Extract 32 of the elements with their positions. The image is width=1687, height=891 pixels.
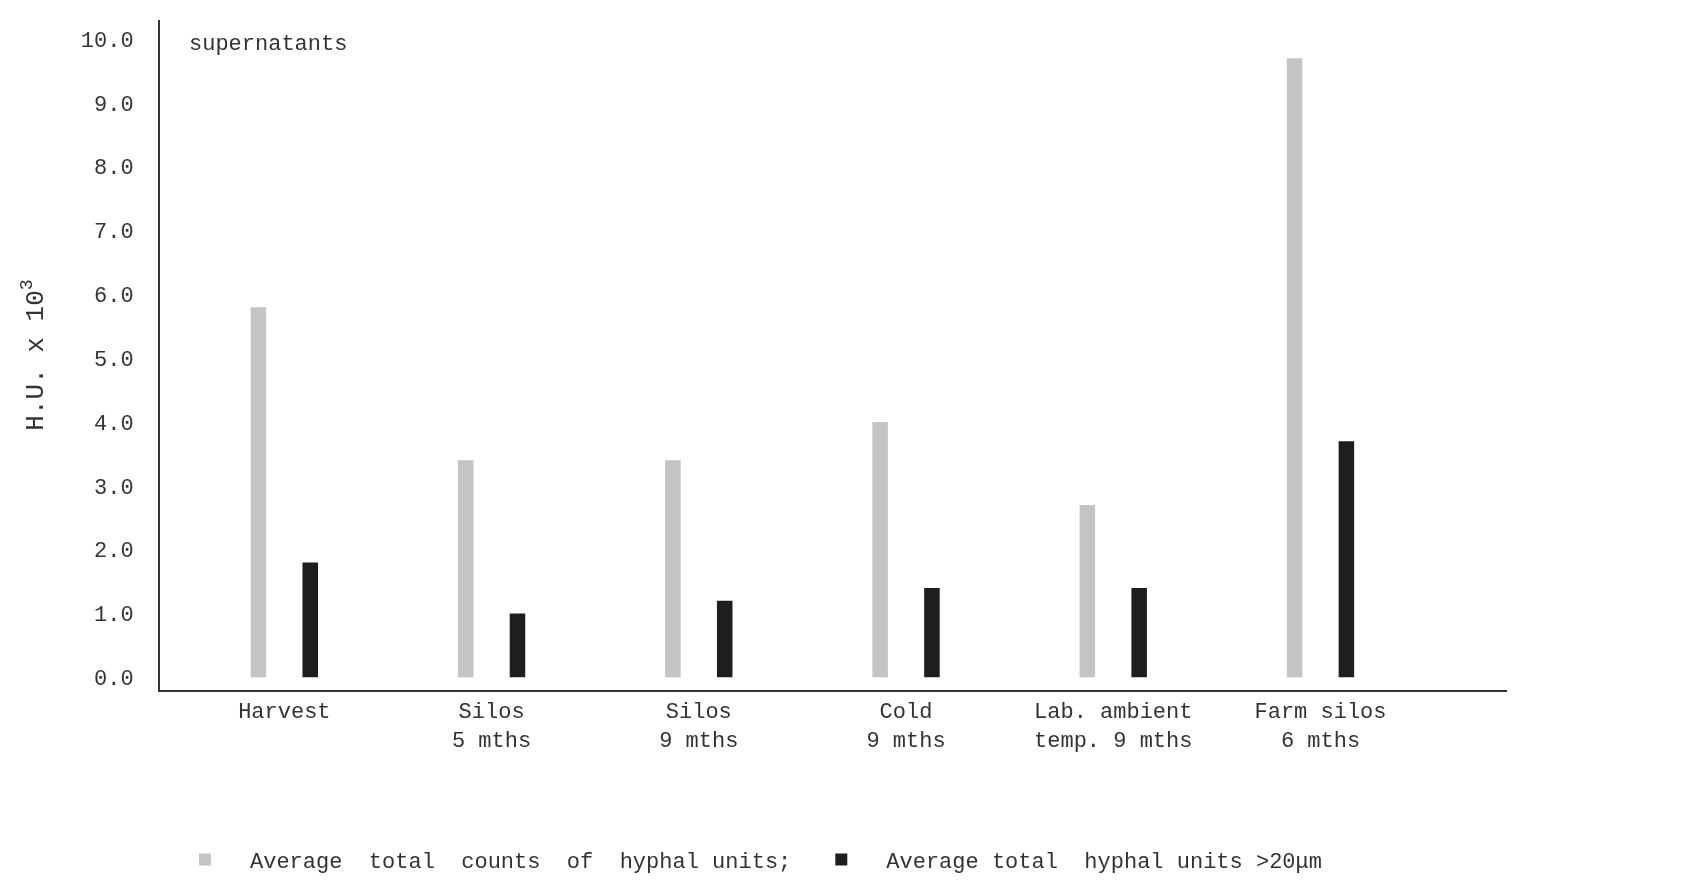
bar <box>457 460 474 678</box>
bar <box>665 460 681 678</box>
bar <box>872 422 888 678</box>
legend-label: Average total counts of hyphal units; <box>250 850 792 875</box>
bar <box>1131 587 1147 678</box>
x-tick-label: Silos 9 mths <box>659 700 739 754</box>
x-tick-label: Lab. ambient temp. 9 mths <box>1034 700 1193 754</box>
y-tick-label: 9.0 <box>93 92 134 118</box>
bar <box>1079 504 1096 678</box>
y-tick-label: 10.0 <box>80 28 134 54</box>
y-tick-label: 3.0 <box>93 475 134 501</box>
x-tick-label: Farm silos 6 mths <box>1254 700 1387 754</box>
bar <box>1338 441 1355 678</box>
x-tick-label: Harvest <box>238 700 331 726</box>
bar <box>250 307 267 678</box>
y-tick-label: 2.0 <box>93 539 134 565</box>
bar <box>924 587 940 678</box>
x-tick-label: Cold 9 mths <box>866 700 946 754</box>
y-tick-label: 5.0 <box>93 347 134 373</box>
bar <box>716 600 733 678</box>
annotation: supernatants <box>189 32 348 57</box>
bar <box>509 613 526 678</box>
y-tick-label: 0.0 <box>93 666 134 692</box>
y-tick-label: 6.0 <box>93 284 134 310</box>
legend-label: Average total hyphal units >20μm <box>886 850 1322 875</box>
y-tick-label: 7.0 <box>93 220 134 246</box>
bar <box>1286 58 1303 678</box>
y-tick-label: 4.0 <box>93 411 134 437</box>
y-tick-label: 8.0 <box>93 156 134 182</box>
y-tick-label: 1.0 <box>93 603 134 629</box>
bar <box>302 562 319 678</box>
x-tick-label: Silos 5 mths <box>451 700 532 754</box>
